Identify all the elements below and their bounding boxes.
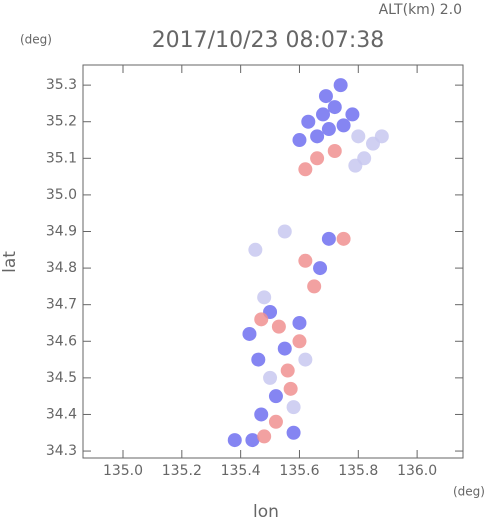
radar-echo bbox=[348, 158, 363, 173]
radar-echo bbox=[327, 143, 342, 158]
radar-echo bbox=[271, 319, 286, 334]
radar-echo bbox=[254, 312, 269, 327]
radar-echo bbox=[248, 242, 263, 257]
axes-frame bbox=[82, 64, 464, 459]
radar-echo bbox=[254, 407, 269, 422]
radar-echo bbox=[318, 89, 333, 104]
y-tick-label: 34.8 bbox=[46, 260, 77, 276]
x-axis-label: lon bbox=[253, 502, 279, 521]
radar-echo bbox=[286, 400, 301, 415]
x-tick-label: 135.6 bbox=[279, 463, 319, 479]
radar-echo bbox=[310, 151, 325, 166]
y-tick-label: 35.2 bbox=[46, 114, 77, 130]
y-tick-label: 34.4 bbox=[46, 406, 77, 422]
radar-echo bbox=[277, 224, 292, 239]
radar-echo bbox=[292, 334, 307, 349]
y-tick-label: 34.3 bbox=[46, 443, 77, 459]
x-tick-label: 135.4 bbox=[221, 463, 261, 479]
radar-echo bbox=[292, 315, 307, 330]
radar-echo bbox=[351, 129, 366, 144]
x-unit: (deg) bbox=[453, 485, 485, 499]
annotation: ALT(km) 2.0 bbox=[379, 2, 462, 18]
y-axis-label: lat bbox=[0, 251, 20, 273]
x-tick-label: 136.0 bbox=[397, 463, 437, 479]
radar-echo bbox=[327, 100, 342, 115]
y-tick-label: 34.9 bbox=[46, 223, 77, 239]
radar-echo bbox=[268, 414, 283, 429]
radar-echo bbox=[374, 129, 389, 144]
radar-echo bbox=[301, 114, 316, 129]
radar-echo bbox=[242, 326, 257, 341]
radar-echo bbox=[333, 78, 348, 93]
radar-echo bbox=[321, 122, 336, 137]
radar-echo bbox=[280, 363, 295, 378]
y-tick-label: 34.7 bbox=[46, 297, 77, 313]
y-unit: (deg) bbox=[20, 33, 52, 47]
radar-echo bbox=[257, 290, 272, 305]
radar-echo bbox=[313, 261, 328, 276]
y-tick-label: 35.1 bbox=[46, 150, 77, 166]
radar-echo bbox=[298, 162, 313, 177]
y-tick-label: 35.0 bbox=[46, 187, 77, 203]
radar-echo bbox=[307, 279, 322, 294]
radar-echo bbox=[292, 133, 307, 148]
radar-echo bbox=[336, 231, 351, 246]
radar-echo bbox=[298, 253, 313, 268]
radar-echo bbox=[277, 341, 292, 356]
plot-area bbox=[227, 78, 389, 448]
chart-title: 2017/10/23 08:07:38 bbox=[152, 28, 385, 53]
radar-echo bbox=[283, 381, 298, 396]
radar-echo bbox=[263, 370, 278, 385]
y-tick-label: 34.5 bbox=[46, 370, 77, 386]
y-tick-label: 34.6 bbox=[46, 333, 77, 349]
radar-echo bbox=[257, 429, 272, 444]
radar-echo bbox=[268, 389, 283, 404]
radar-echo bbox=[321, 231, 336, 246]
radar-echo bbox=[251, 352, 266, 367]
radar-echo bbox=[227, 433, 242, 448]
x-tick-label: 135.0 bbox=[103, 463, 143, 479]
radar-echo bbox=[345, 107, 360, 122]
radar-echo bbox=[298, 352, 313, 367]
radar-echo bbox=[286, 425, 301, 440]
x-tick-label: 135.8 bbox=[338, 463, 378, 479]
radar-echo bbox=[310, 129, 325, 144]
radar-echo bbox=[245, 433, 260, 448]
radar-echo bbox=[316, 107, 330, 122]
y-tick-label: 35.3 bbox=[46, 77, 77, 93]
radar-echo bbox=[336, 118, 351, 133]
x-tick-label: 135.2 bbox=[162, 463, 202, 479]
